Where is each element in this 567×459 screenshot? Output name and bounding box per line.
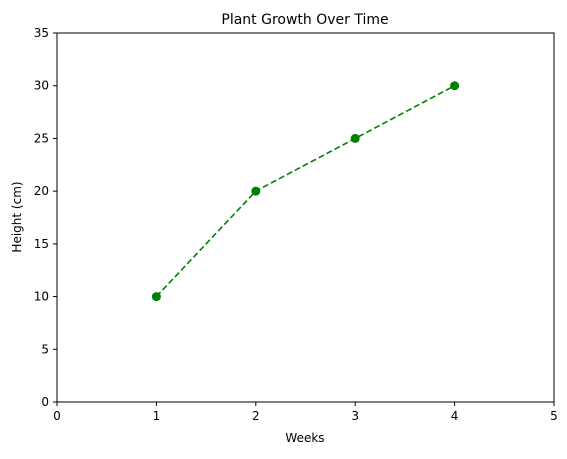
data-point: [151, 292, 161, 302]
y-axis-label: Height (cm): [10, 181, 24, 252]
y-tick-label: 25: [34, 131, 49, 145]
x-tick-label: 1: [153, 409, 161, 423]
x-tick-label: 2: [252, 409, 260, 423]
data-point: [450, 81, 460, 91]
x-axis-label: Weeks: [285, 431, 324, 445]
x-tick-label: 5: [550, 409, 558, 423]
data-point: [251, 186, 261, 196]
series-line: [155, 85, 455, 298]
plot-area: 0 1 2 3 4 5 0 5 10 15 20 25 30 35: [34, 26, 558, 423]
y-tick-label: 0: [41, 395, 49, 409]
y-tick-label: 20: [34, 184, 49, 198]
y-tick-label: 30: [34, 79, 49, 93]
y-tick-label: 5: [41, 342, 49, 356]
y-tick-label: 15: [34, 237, 49, 251]
y-tick-label: 35: [34, 26, 49, 40]
x-tick-label: 4: [451, 409, 459, 423]
chart-title: Plant Growth Over Time: [221, 12, 388, 28]
data-point: [350, 133, 360, 143]
plot-frame: [56, 32, 555, 403]
x-tick-label: 3: [351, 409, 359, 423]
y-tick-label: 10: [34, 290, 49, 304]
x-tick-label: 0: [53, 409, 61, 423]
